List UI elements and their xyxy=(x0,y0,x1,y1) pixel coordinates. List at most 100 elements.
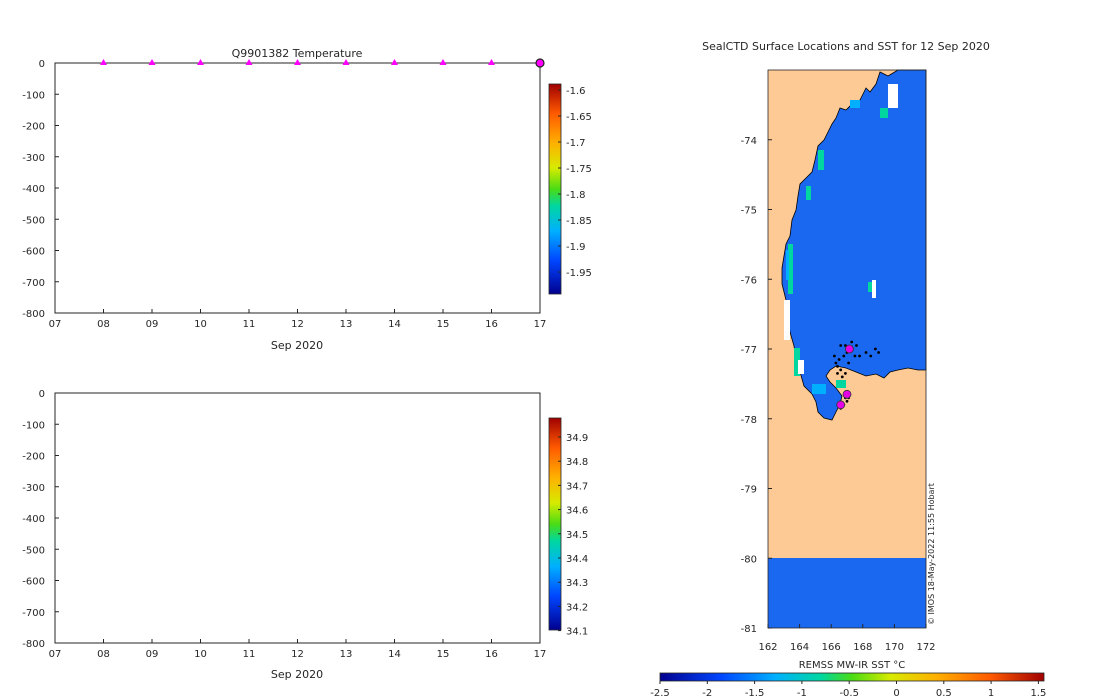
x-tick-label: 15 xyxy=(437,319,450,330)
sst-tick-label: -2.5 xyxy=(650,688,670,699)
colorbar-tick-label: 34.7 xyxy=(566,481,588,492)
profile-marker xyxy=(391,59,398,65)
y-tick-label: -200 xyxy=(22,122,45,133)
sst-gap-2 xyxy=(868,282,872,292)
map-y-tick-label: -80 xyxy=(741,554,757,565)
profile-marker xyxy=(148,59,156,65)
sst-coastal-green-6 xyxy=(880,108,888,118)
sst-colorbar-label: REMSS MW-IR SST °C xyxy=(799,660,906,671)
y-tick-label: -100 xyxy=(22,90,45,101)
temperature-title: Q9901382 Temperature xyxy=(232,47,363,60)
x-tick-label: 14 xyxy=(388,319,401,330)
track-point xyxy=(839,368,843,372)
track-point xyxy=(845,399,849,403)
sst-tick-label: -0.5 xyxy=(839,688,859,699)
map-x-tick-label: 168 xyxy=(853,642,872,653)
x-tick-label: 17 xyxy=(534,319,547,330)
surface-location xyxy=(842,389,852,399)
colorbar-tick-label: 34.2 xyxy=(566,602,588,613)
x-tick-label: 08 xyxy=(97,649,110,660)
colorbar-tick-label: -1.6 xyxy=(566,86,586,97)
colorbar-tick-label: -1.8 xyxy=(566,190,586,201)
map-y-tick-label: -79 xyxy=(741,485,757,496)
y-tick-label: -600 xyxy=(22,247,45,258)
map-panel: SealCTD Surface Locations and SST for 12… xyxy=(650,40,1046,699)
temperature-x-label: Sep 2020 xyxy=(271,339,323,352)
profile-marker xyxy=(294,59,301,65)
colorbar-tick-label: 34.9 xyxy=(566,433,588,444)
surface-locations xyxy=(836,344,854,410)
x-tick-label: 07 xyxy=(49,649,62,660)
colorbar-tick-label: 34.6 xyxy=(566,506,588,517)
track-point xyxy=(874,347,877,351)
y-tick-label: -500 xyxy=(22,215,45,226)
x-tick-label: 15 xyxy=(437,649,450,660)
x-tick-label: 12 xyxy=(291,319,304,330)
map-x-tick-label: 172 xyxy=(916,642,935,653)
x-tick-label: 10 xyxy=(194,319,207,330)
salinity-panel: 07 08 09 10 11 12 13 14 15 16 17 0 -100 -200 -300 -400… xyxy=(22,389,588,681)
sst-gap-5 xyxy=(798,360,804,374)
map-x-tick-label: 166 xyxy=(822,642,841,653)
y-tick-label: -800 xyxy=(22,309,45,320)
sst-coastal-green-4 xyxy=(818,150,824,170)
temperature-colorbar-ticks: -1.6 -1.65 -1.7 -1.75 -1.8 -1.85 -1.9 -1.95 xyxy=(558,86,592,279)
salinity-y-ticks: 0 -100 -200 -300 -400 -500 -600 -700 -800 xyxy=(22,389,59,650)
profile-marker xyxy=(488,59,495,65)
profile-marker xyxy=(100,59,107,65)
temperature-y-ticks: 0 -100 -200 -300 -400 -500 -600 -700 -800 xyxy=(22,59,59,320)
colorbar-tick-label: -1.75 xyxy=(566,164,592,175)
track-point xyxy=(837,358,841,361)
colorbar-tick-label: 34.5 xyxy=(566,530,588,541)
y-tick-label: -400 xyxy=(22,184,45,195)
track-point xyxy=(855,344,858,347)
track-point xyxy=(847,361,850,365)
salinity-x-label: Sep 2020 xyxy=(271,668,323,681)
profile-marker xyxy=(439,59,447,65)
surface-location xyxy=(836,400,846,410)
sst-gap-3 xyxy=(888,84,898,108)
credit-text: © IMOS 18-May-2022 11:55 Hobart xyxy=(927,483,936,625)
y-tick-label: -200 xyxy=(22,452,45,463)
sst-gap-4 xyxy=(784,300,790,340)
seal-track xyxy=(833,340,880,410)
map-x-tick-label: 162 xyxy=(758,642,777,653)
y-tick-label: -700 xyxy=(22,608,45,619)
temperature-axes-box xyxy=(54,62,541,314)
salinity-colorbar xyxy=(548,417,562,631)
salinity-colorbar-ticks: 34.9 34.8 34.7 34.6 34.5 34.4 34.3 34.2 34.1 xyxy=(558,433,588,638)
track-point xyxy=(840,375,844,379)
track-point xyxy=(842,354,846,358)
colorbar-tick-label: 34.1 xyxy=(566,627,588,638)
x-tick-label: 09 xyxy=(146,319,159,330)
track-point xyxy=(836,372,839,375)
y-tick-label: -400 xyxy=(22,514,45,525)
salinity-x-ticks: 07 08 09 10 11 12 13 14 15 16 17 xyxy=(49,639,547,660)
x-tick-label: 17 xyxy=(534,649,547,660)
sst-coastal-green-8 xyxy=(836,380,846,388)
x-tick-label: 12 xyxy=(291,649,304,660)
sst-coastal-green-2 xyxy=(786,250,789,280)
map-y-tick-label: -74 xyxy=(741,136,757,147)
temperature-colorbar xyxy=(548,83,562,295)
x-tick-label: 07 xyxy=(49,319,62,330)
sst-coastal-green-7 xyxy=(812,384,826,394)
y-tick-label: 0 xyxy=(39,389,45,400)
sst-tick-label: 1 xyxy=(988,688,994,699)
salinity-axes-box xyxy=(54,392,541,644)
y-tick-label: -300 xyxy=(22,153,45,164)
sst-tick-label: 0.5 xyxy=(936,688,952,699)
track-point xyxy=(864,351,868,354)
temperature-x-ticks: 07 08 09 10 11 12 13 14 15 16 17 xyxy=(49,309,547,330)
y-tick-label: -600 xyxy=(22,577,45,588)
sst-colorbar-ticks: -2.5 -2 -1.5 -1 -0.5 0 0.5 1 1.5 xyxy=(650,681,1046,699)
map-body xyxy=(768,69,927,628)
track-point xyxy=(833,354,836,358)
profile-marker xyxy=(342,59,350,65)
x-tick-label: 08 xyxy=(97,319,110,330)
colorbar-tick-label: -1.95 xyxy=(566,268,592,279)
y-tick-label: -700 xyxy=(22,278,45,289)
track-point xyxy=(877,351,880,354)
sst-tick-label: -1 xyxy=(797,688,807,699)
track-point xyxy=(853,354,857,358)
